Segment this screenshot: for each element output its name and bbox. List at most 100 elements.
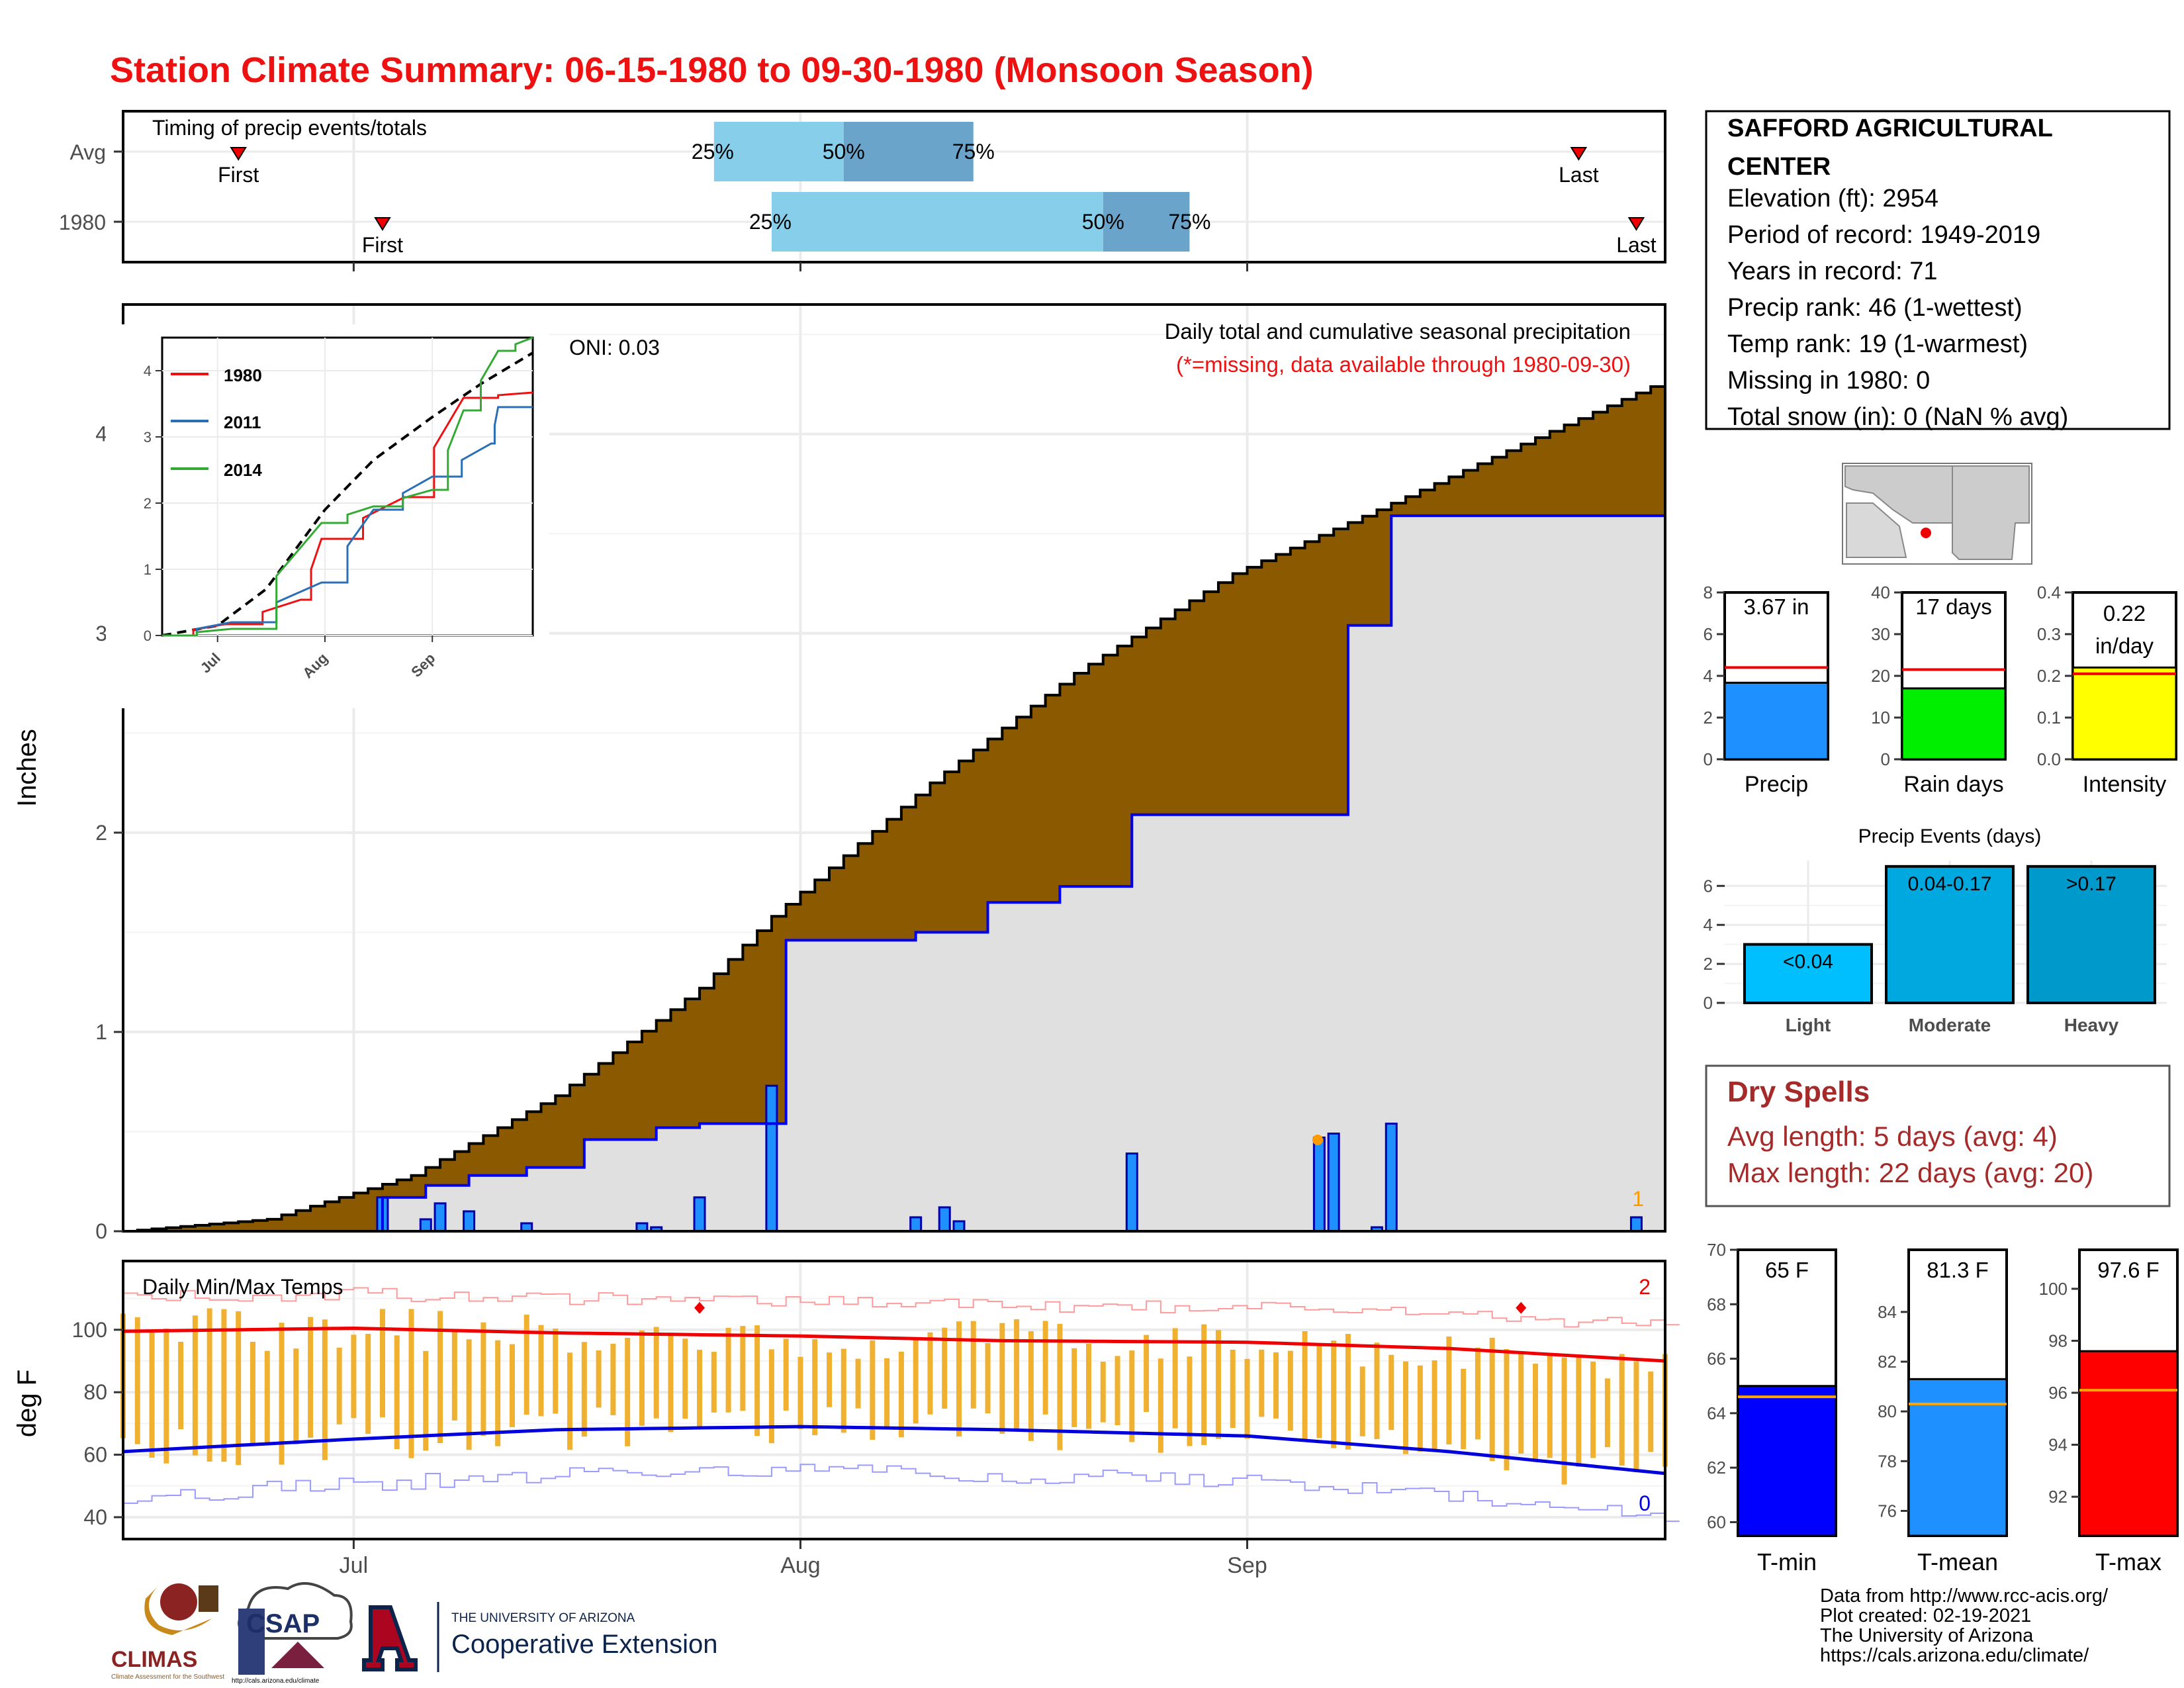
summary-bar-tick-label: 4 <box>1704 666 1713 686</box>
daily-temp-bar <box>1518 1351 1524 1454</box>
daily-temp-bar <box>1374 1342 1380 1439</box>
daily-temp-bar <box>596 1350 602 1408</box>
ua-extension: Cooperative Extension <box>451 1630 717 1659</box>
summary-bar-name: Intensity <box>2083 772 2167 797</box>
daily-temp-bar <box>711 1352 717 1413</box>
precip-annotation: Daily total and cumulative seasonal prec… <box>1165 319 1631 344</box>
avg-tmax-line <box>122 1326 1666 1363</box>
dry-spells-box: Dry Spells Avg length: 5 days (avg: 4) M… <box>1705 1064 2171 1207</box>
daily-temp-bar <box>1244 1358 1250 1439</box>
daily-temp-bar <box>740 1326 746 1411</box>
daily-precip-bar <box>765 1084 778 1233</box>
summary-bar-tick-label: 30 <box>1871 624 1890 644</box>
daily-temp-bar <box>942 1327 948 1409</box>
daily-temp-bar <box>841 1348 846 1433</box>
timing-row-avg: Avg <box>69 140 106 164</box>
inset-series-line <box>162 406 533 637</box>
first-marker <box>230 147 247 161</box>
daily-temp-bar <box>451 1329 457 1421</box>
daily-temp-bar <box>322 1319 328 1460</box>
daily-temp-bar <box>134 1317 140 1444</box>
summary-bar-3: 0.22 in/day 0.0 0.1 0.2 0.3 0.4 Intensity <box>2037 583 2177 797</box>
temp-label: Daily Min/Max Temps <box>142 1275 343 1299</box>
summary-bar-name: Precip <box>1745 772 1808 797</box>
daily-temp-bar <box>1115 1356 1120 1426</box>
daily-temp-bar <box>236 1311 242 1466</box>
daily-temp-bar <box>1187 1356 1193 1446</box>
record-low-line <box>123 1464 1680 1523</box>
daily-temp-bar <box>625 1337 631 1446</box>
daily-temp-bar <box>567 1352 573 1450</box>
daily-temp-bar <box>336 1347 342 1425</box>
daily-precip-bar <box>463 1210 476 1233</box>
daily-temp-bar <box>1417 1365 1423 1452</box>
temp-summary-tick-label: 96 <box>2048 1383 2068 1403</box>
station-name-line2: CENTER <box>1727 153 1831 181</box>
oni-value: ONI: 0.03 <box>569 336 660 359</box>
daily-temp-bar <box>1201 1324 1207 1445</box>
summary-bar-tick-label: 2 <box>1704 708 1713 727</box>
daily-temp-bar <box>163 1328 169 1464</box>
timing-row-year: 1980 <box>59 211 106 234</box>
daily-temp-bar <box>1071 1348 1077 1427</box>
daily-temp-bar <box>1100 1362 1106 1423</box>
events-bar <box>1743 943 1873 1004</box>
daily-temp-bar <box>581 1342 587 1437</box>
daily-temp-bar <box>927 1332 933 1415</box>
daily-temp-bar <box>1316 1344 1322 1438</box>
summary-bar-tick-label: 0.0 <box>2037 749 2061 769</box>
daily-temp-bar <box>423 1350 429 1451</box>
dry-spells-title: Dry Spells <box>1727 1076 1870 1108</box>
daily-temp-bar <box>898 1351 904 1438</box>
daily-temp-bar <box>480 1322 486 1436</box>
station-info-line: Precip rank: 46 (1-wettest) <box>1727 294 2023 322</box>
climas-wordmark: CLIMAS <box>111 1647 197 1672</box>
temp-summary-name: T-min <box>1757 1548 1817 1575</box>
events-bar <box>1885 865 2015 1004</box>
daily-precip-bar <box>1629 1216 1643 1233</box>
station-info: SAFFORD AGRICULTURAL CENTER Elevation (f… <box>1705 110 2171 431</box>
daily-temp-bar <box>264 1350 270 1444</box>
climas-subtitle: Climate Assessment for the Southwest <box>111 1673 224 1681</box>
inset-y-tick-label: 2 <box>144 495 152 512</box>
summary-bar-value <box>1723 681 1829 761</box>
temp-summary-bar-1: 65 F 60 62 64 66 68 70 T-min <box>1707 1240 1837 1575</box>
events-tick-label: 4 <box>1704 915 1713 935</box>
csap-logo: CSAP http://cals.arizona.edu/climate <box>232 1582 353 1685</box>
missing-marker <box>1312 1135 1323 1145</box>
summary-bar-tick-label: 20 <box>1871 666 1890 686</box>
temp-summary-value <box>1737 1385 1837 1537</box>
daily-temp-bar <box>725 1327 731 1413</box>
inset-y-tick-label: 3 <box>144 429 152 445</box>
summary-bar-tick-label: 40 <box>1871 583 1890 602</box>
temp-summary-tick-label: 66 <box>1707 1349 1726 1369</box>
daily-precip-bar <box>1385 1122 1398 1233</box>
credit-university: The University of Arizona <box>1820 1625 2034 1646</box>
daily-temp-bar <box>812 1339 818 1436</box>
daily-temp-bar <box>1619 1354 1625 1466</box>
summary-bar-tick-label: 0.2 <box>2037 666 2061 686</box>
events-tick-label: 2 <box>1704 954 1713 974</box>
events-cat-name: Moderate <box>1909 1015 1991 1035</box>
summary-bar-1: 3.67 in 0 2 4 6 8 Precip <box>1704 583 1829 797</box>
daily-temp-bar <box>985 1342 991 1414</box>
daily-temp-bar <box>394 1335 400 1450</box>
daily-temp-bar <box>1576 1356 1582 1467</box>
daily-precip-bar <box>938 1206 951 1233</box>
first-marker-label: First <box>218 163 259 187</box>
daily-temp-bar <box>221 1309 227 1462</box>
events-bar-label: 0.04-0.17 <box>1908 873 1992 895</box>
csap-url: http://cals.arizona.edu/climate <box>232 1677 320 1685</box>
temp-panel: 40 60 80 100 Jul Aug Sep Daily Min/Max Temps 2… <box>13 1260 1680 1578</box>
daily-temp-bar <box>1547 1354 1553 1458</box>
timing-panel: Timing of precip events/totals Avg 1980 … <box>59 110 1666 271</box>
y-tick-label: 4 <box>95 422 107 446</box>
temp-summary-tick-label: 70 <box>1707 1240 1726 1260</box>
daily-precip-bar <box>1327 1132 1340 1233</box>
legend-2011: 2011 <box>224 412 261 432</box>
daily-temp-bar <box>1172 1328 1178 1429</box>
daily-temp-bar <box>495 1340 501 1446</box>
station-info-line: Years in record: 71 <box>1727 258 1938 285</box>
daily-temp-bar <box>1215 1330 1221 1439</box>
temp-summary-tick-label: 94 <box>2048 1435 2068 1455</box>
